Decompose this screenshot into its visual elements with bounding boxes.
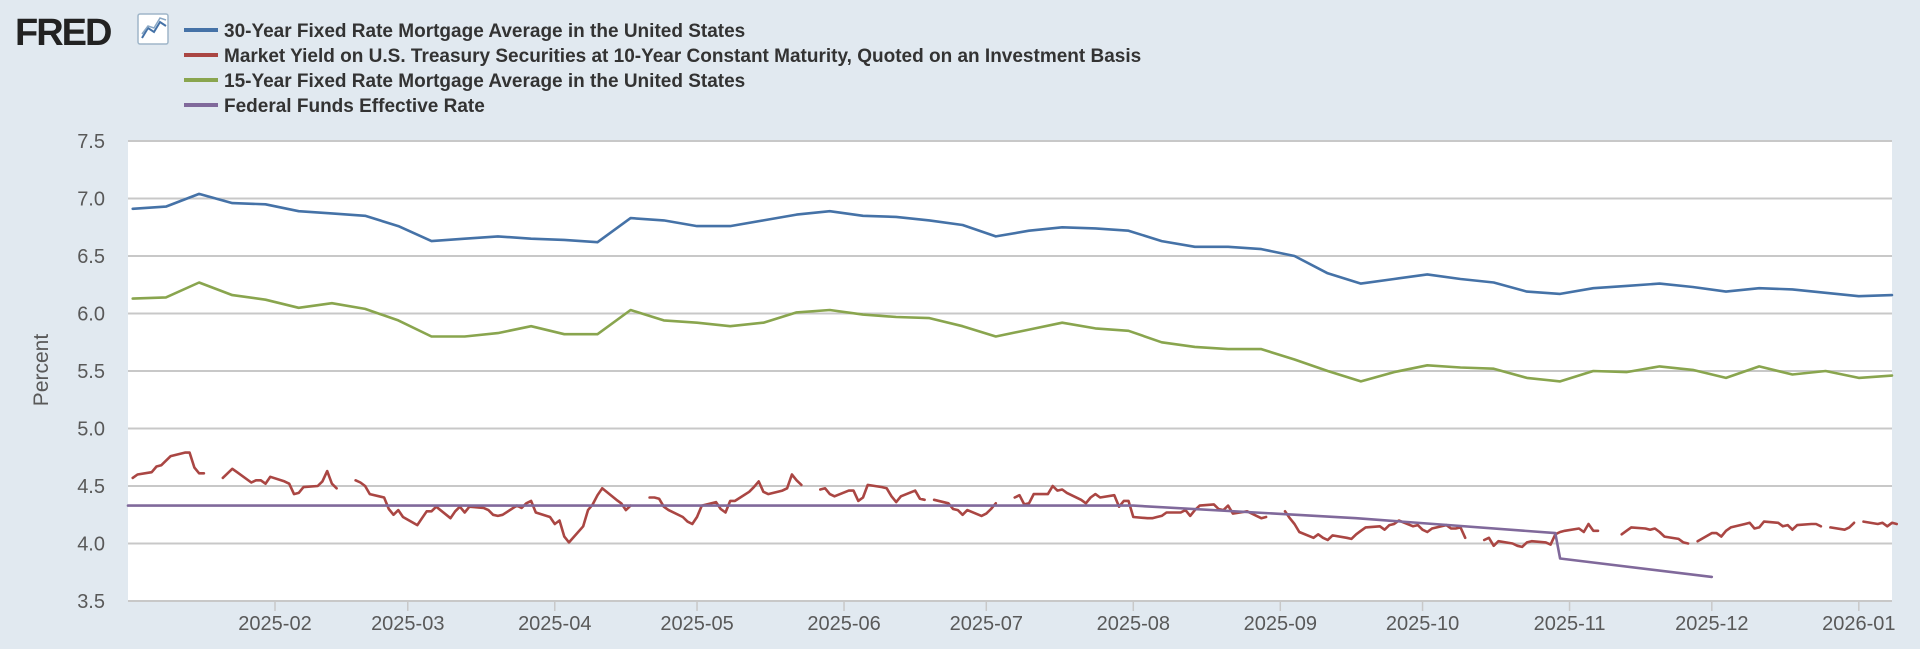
fred-logo[interactable]: FRED <box>15 12 169 54</box>
series-segment <box>1482 522 1600 549</box>
series-segment <box>1283 509 1467 542</box>
legend-item: Market Yield on U.S. Treasury Securities… <box>184 46 1141 67</box>
series-segment <box>1013 484 1268 520</box>
x-axis-ticks: 2025-02 2025-03 2025-04 2025-05 2025-06 2025-… <box>238 601 1896 635</box>
legend-label: 30-Year Fixed Rate Mortgage Average in t… <box>224 21 745 42</box>
legend-label: Federal Funds Effective Rate <box>224 96 485 117</box>
series-segment <box>354 478 632 544</box>
x-tick-label: 2025-09 <box>1244 613 1317 635</box>
series-segment <box>131 192 1894 298</box>
y-tick-label: 3.5 <box>77 591 105 613</box>
x-tick-label: 2025-05 <box>660 613 733 635</box>
x-tick-label: 2025-06 <box>807 613 880 635</box>
x-tick-label: 2025-10 <box>1386 613 1459 635</box>
x-tick-label: 2025-04 <box>518 613 591 635</box>
chart-legend: 30-Year Fixed Rate Mortgage Average in t… <box>184 21 1141 117</box>
y-tick-label: 5.0 <box>77 419 105 441</box>
legend-label: 15-Year Fixed Rate Mortgage Average in t… <box>224 71 745 92</box>
series-segment <box>1620 526 1690 545</box>
series-line <box>131 281 1894 383</box>
series-line <box>126 504 1714 579</box>
y-axis-ticks: 3.5 4.0 4.5 5.0 5.5 6.0 6.5 7.0 7.5 <box>77 131 105 613</box>
x-tick-label: 2025-07 <box>950 613 1023 635</box>
series-line <box>131 451 1898 549</box>
y-tick-label: 4.0 <box>77 534 105 556</box>
y-tick-label: 6.0 <box>77 304 105 326</box>
series-segment <box>1829 521 1856 532</box>
y-tick-label: 5.5 <box>77 361 105 383</box>
x-tick-label: 2025-03 <box>371 613 444 635</box>
series-segment <box>131 451 206 480</box>
legend-item: 15-Year Fixed Rate Mortgage Average in t… <box>184 71 745 92</box>
series-segment <box>1696 520 1823 543</box>
series-segment <box>126 504 1714 579</box>
series-line <box>131 192 1894 298</box>
x-tick-label: 2025-02 <box>238 613 311 635</box>
fred-logo-text: FRED <box>15 12 111 54</box>
x-tick-label: 2026-01 <box>1822 613 1895 635</box>
series-segment <box>131 281 1894 383</box>
y-tick-label: 7.0 <box>77 189 105 211</box>
gridlines <box>128 140 1892 602</box>
series-segment <box>221 467 338 496</box>
x-tick-label: 2025-08 <box>1097 613 1170 635</box>
legend-item: 30-Year Fixed Rate Mortgage Average in t… <box>184 21 745 42</box>
y-tick-label: 6.5 <box>77 246 105 268</box>
x-tick-label: 2025-12 <box>1675 613 1748 635</box>
x-tick-label: 2025-11 <box>1534 613 1606 635</box>
series-segment <box>648 473 803 526</box>
series-layer <box>126 192 1898 579</box>
legend-item: Federal Funds Effective Rate <box>184 96 485 117</box>
y-axis-label: Percent <box>30 334 53 407</box>
y-tick-label: 7.5 <box>77 131 105 153</box>
y-tick-label: 4.5 <box>77 476 105 498</box>
legend-label: Market Yield on U.S. Treasury Securities… <box>224 46 1141 67</box>
line-chart-icon <box>137 13 169 45</box>
series-segment <box>1862 520 1898 528</box>
series-segment <box>818 483 926 504</box>
